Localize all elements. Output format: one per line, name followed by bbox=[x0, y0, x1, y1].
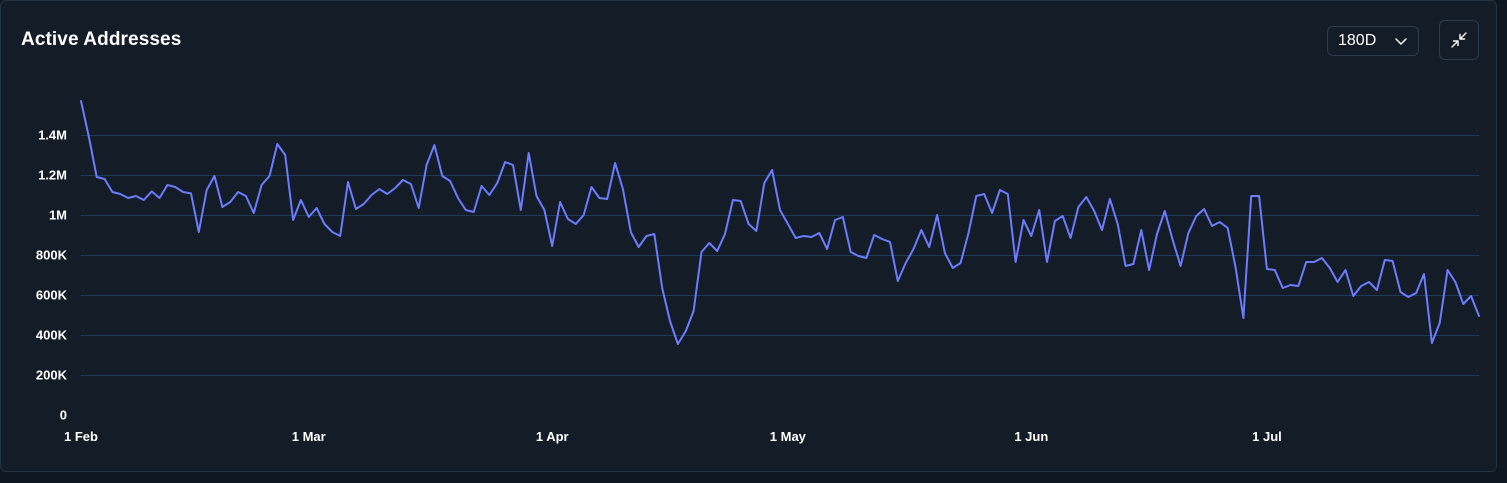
x-tick-label: 1 Jun bbox=[1014, 429, 1048, 444]
x-tick-label: 1 May bbox=[770, 429, 807, 444]
y-tick-label: 600K bbox=[36, 288, 68, 303]
y-tick-label: 200K bbox=[36, 368, 68, 383]
x-axis-ticks: 1 Feb 1 Mar 1 Apr 1 May 1 Jun 1 Jul bbox=[64, 429, 1282, 444]
y-tick-label: 400K bbox=[36, 328, 68, 343]
time-range-label: 180D bbox=[1338, 32, 1377, 49]
chart-title: Active Addresses bbox=[21, 29, 182, 50]
y-tick-label: 1.2M bbox=[38, 168, 67, 183]
y-axis-ticks: 0 200K 400K 600K 800K 1M 1.2M 1.4M bbox=[36, 128, 68, 423]
y-tick-label: 800K bbox=[36, 248, 68, 263]
x-tick-label: 1 Feb bbox=[64, 429, 98, 444]
series-line bbox=[80, 100, 1480, 345]
grid-lines bbox=[81, 135, 1479, 376]
time-range-select[interactable]: 180D bbox=[1327, 26, 1419, 56]
y-tick-label: 0 bbox=[60, 408, 67, 423]
collapse-arrows-icon bbox=[1451, 32, 1467, 48]
chart-card: Active Addresses 180D 0 200K 400K 600K 800K 1… bbox=[0, 0, 1497, 472]
collapse-button[interactable] bbox=[1439, 20, 1479, 60]
x-tick-label: 1 Apr bbox=[536, 429, 569, 444]
chevron-down-icon bbox=[1395, 38, 1407, 45]
series-line-layer bbox=[80, 100, 1480, 345]
y-tick-label: 1M bbox=[49, 208, 67, 223]
x-tick-label: 1 Mar bbox=[292, 429, 326, 444]
y-tick-label: 1.4M bbox=[38, 128, 67, 143]
x-tick-label: 1 Jul bbox=[1252, 429, 1282, 444]
